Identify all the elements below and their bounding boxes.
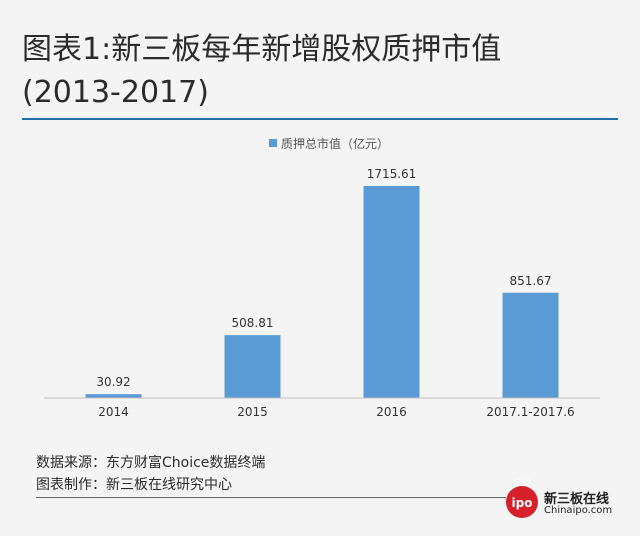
chinaipo-logo: China ipo 新三板在线 Chinaipo.com	[506, 477, 626, 522]
bar	[363, 186, 420, 398]
legend-label: 质押总市值（亿元）	[281, 136, 389, 151]
logo-badge-top: China	[513, 477, 531, 484]
maker-note: 图表制作：新三板在线研究中心	[36, 477, 232, 493]
bar	[224, 335, 281, 398]
source-note: 数据来源：东方财富Choice数据终端	[36, 455, 266, 471]
data-label: 851.67	[510, 274, 552, 288]
x-tick-label: 2014	[98, 405, 129, 419]
bar	[502, 292, 559, 398]
chart-title: 图表1:新三板每年新增股权质押市值 (2013-2017)	[22, 28, 622, 114]
logo-badge-icon: China ipo	[506, 477, 538, 518]
data-label: 508.81	[232, 316, 274, 330]
legend-swatch	[269, 139, 277, 147]
data-label: 1715.61	[367, 167, 417, 181]
bar	[85, 394, 142, 398]
logo-badge-main: ipo	[511, 496, 533, 510]
logo-url: Chinaipo.com	[544, 505, 613, 516]
logo-name: 新三板在线	[544, 492, 610, 507]
x-tick-label: 2016	[376, 405, 407, 419]
title-line-1: 图表1:新三板每年新增股权质押市值	[22, 32, 502, 67]
x-tick-label: 2015	[237, 405, 268, 419]
x-tick-label: 2017.1-2017.6	[486, 405, 574, 419]
footer-divider	[36, 497, 506, 498]
title-line-2: (2013-2017)	[22, 75, 209, 110]
data-label: 30.92	[96, 375, 130, 389]
title-divider	[22, 118, 618, 120]
